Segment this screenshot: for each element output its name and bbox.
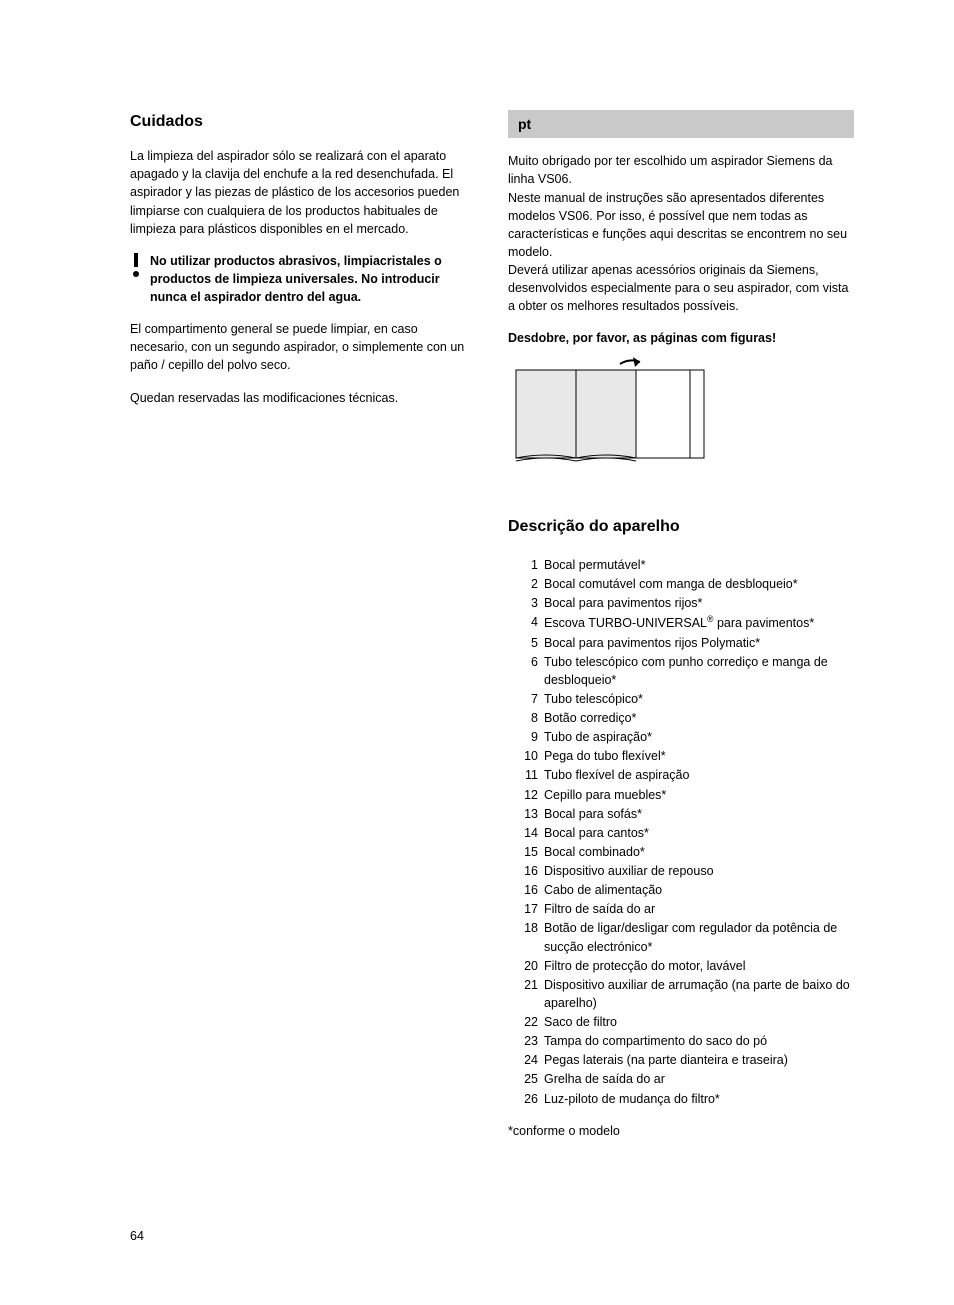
right-column: pt Muito obrigado por ter escolhido um a… <box>508 110 854 1140</box>
heading-descricao: Descrição do aparelho <box>508 515 854 538</box>
warning-icon <box>130 253 144 284</box>
list-item-number: 8 <box>522 709 544 727</box>
cuidados-p1: La limpieza del aspirador sólo se realiz… <box>130 147 476 238</box>
heading-cuidados: Cuidados <box>130 110 476 133</box>
warning-block: No utilizar productos abrasivos, limpiac… <box>130 252 476 306</box>
list-item: 22Saco de filtro <box>522 1013 854 1031</box>
page-number: 64 <box>130 1227 144 1245</box>
list-item-text: Tubo telescópico* <box>544 690 854 708</box>
unfold-instruction: Desdobre, por favor, as páginas com figu… <box>508 329 854 347</box>
list-item-number: 1 <box>522 556 544 574</box>
list-item: 18Botão de ligar/desligar com regulador … <box>522 919 854 955</box>
list-item-text: Bocal para cantos* <box>544 824 854 842</box>
list-item-number: 25 <box>522 1070 544 1088</box>
list-item: 1Bocal permutável* <box>522 556 854 574</box>
list-item: 17Filtro de saída do ar <box>522 900 854 918</box>
list-item-text: Cabo de alimentação <box>544 881 854 899</box>
list-item-number: 15 <box>522 843 544 861</box>
list-item-text: Escova TURBO-UNIVERSAL® para pavimentos* <box>544 613 854 632</box>
list-item-number: 6 <box>522 653 544 671</box>
list-item: 20Filtro de protecção do motor, lavável <box>522 957 854 975</box>
list-item-number: 23 <box>522 1032 544 1050</box>
list-item: 12Cepillo para muebles* <box>522 786 854 804</box>
language-bar: pt <box>508 110 854 138</box>
list-item-text: Tubo flexível de aspiração <box>544 766 854 784</box>
list-item-text: Luz-piloto de mudança do filtro* <box>544 1090 854 1108</box>
list-item-number: 11 <box>522 766 544 784</box>
left-column: Cuidados La limpieza del aspirador sólo … <box>130 110 476 1140</box>
list-item: 7Tubo telescópico* <box>522 690 854 708</box>
list-item-text: Filtro de protecção do motor, lavável <box>544 957 854 975</box>
list-item-number: 2 <box>522 575 544 593</box>
list-item-number: 16 <box>522 881 544 899</box>
list-item: 13Bocal para sofás* <box>522 805 854 823</box>
list-item-text: Cepillo para muebles* <box>544 786 854 804</box>
list-item-text: Dispositivo auxiliar de arrumação (na pa… <box>544 976 854 1012</box>
list-item-number: 13 <box>522 805 544 823</box>
list-item-number: 7 <box>522 690 544 708</box>
list-item-number: 12 <box>522 786 544 804</box>
footnote: *conforme o modelo <box>508 1122 854 1140</box>
warning-text: No utilizar productos abrasivos, limpiac… <box>150 252 476 306</box>
list-item-text: Bocal para pavimentos rijos* <box>544 594 854 612</box>
list-item: 23Tampa do compartimento do saco do pó <box>522 1032 854 1050</box>
list-item-number: 20 <box>522 957 544 975</box>
list-item: 15Bocal combinado* <box>522 843 854 861</box>
list-item-text: Dispositivo auxiliar de repouso <box>544 862 854 880</box>
list-item-text: Pegas laterais (na parte dianteira e tra… <box>544 1051 854 1069</box>
list-item: 2Bocal comutável com manga de desbloquei… <box>522 575 854 593</box>
list-item: 24Pegas laterais (na parte dianteira e t… <box>522 1051 854 1069</box>
list-item: 14Bocal para cantos* <box>522 824 854 842</box>
list-item: 10Pega do tubo flexível* <box>522 747 854 765</box>
list-item-text: Tubo telescópico com punho corrediço e m… <box>544 653 854 689</box>
list-item: 8Botão corrediço* <box>522 709 854 727</box>
list-item-text: Saco de filtro <box>544 1013 854 1031</box>
cuidados-p2: El compartimento general se puede limpia… <box>130 320 476 374</box>
list-item: 26Luz-piloto de mudança do filtro* <box>522 1090 854 1108</box>
list-item-number: 17 <box>522 900 544 918</box>
book-figure <box>508 356 854 471</box>
list-item-number: 9 <box>522 728 544 746</box>
list-item: 9Tubo de aspiração* <box>522 728 854 746</box>
list-item-text: Botão corrediço* <box>544 709 854 727</box>
list-item-text: Bocal permutável* <box>544 556 854 574</box>
intro-p3: Deverá utilizar apenas acessórios origin… <box>508 263 848 313</box>
intro-p1: Muito obrigado por ter escolhido um aspi… <box>508 154 832 186</box>
cuidados-p3: Quedan reservadas las modificaciones téc… <box>130 389 476 407</box>
list-item: 21Dispositivo auxiliar de arrumação (na … <box>522 976 854 1012</box>
list-item: 16Dispositivo auxiliar de repouso <box>522 862 854 880</box>
list-item-text: Pega do tubo flexível* <box>544 747 854 765</box>
parts-list: 1Bocal permutável*2Bocal comutável com m… <box>508 556 854 1108</box>
two-column-layout: Cuidados La limpieza del aspirador sólo … <box>130 110 854 1140</box>
list-item: 25Grelha de saída do ar <box>522 1070 854 1088</box>
list-item-number: 18 <box>522 919 544 937</box>
list-item-number: 5 <box>522 634 544 652</box>
list-item-text: Bocal para sofás* <box>544 805 854 823</box>
list-item-text: Grelha de saída do ar <box>544 1070 854 1088</box>
list-item-number: 22 <box>522 1013 544 1031</box>
intro-p2: Neste manual de instruções são apresenta… <box>508 191 847 259</box>
list-item-number: 21 <box>522 976 544 994</box>
list-item-number: 10 <box>522 747 544 765</box>
list-item-text: Bocal comutável com manga de desbloqueio… <box>544 575 854 593</box>
list-item: 11Tubo flexível de aspiração <box>522 766 854 784</box>
list-item-number: 16 <box>522 862 544 880</box>
list-item: 3Bocal para pavimentos rijos* <box>522 594 854 612</box>
list-item-text: Tampa do compartimento do saco do pó <box>544 1032 854 1050</box>
list-item-text: Bocal combinado* <box>544 843 854 861</box>
list-item-number: 24 <box>522 1051 544 1069</box>
list-item-number: 3 <box>522 594 544 612</box>
list-item-number: 14 <box>522 824 544 842</box>
list-item: 5Bocal para pavimentos rijos Polymatic* <box>522 634 854 652</box>
intro-block: Muito obrigado por ter escolhido um aspi… <box>508 152 854 315</box>
list-item-text: Bocal para pavimentos rijos Polymatic* <box>544 634 854 652</box>
list-item-text: Filtro de saída do ar <box>544 900 854 918</box>
list-item-number: 4 <box>522 613 544 631</box>
list-item: 6Tubo telescópico com punho corrediço e … <box>522 653 854 689</box>
list-item-text: Botão de ligar/desligar com regulador da… <box>544 919 854 955</box>
list-item: 16Cabo de alimentação <box>522 881 854 899</box>
list-item: 4Escova TURBO-UNIVERSAL® para pavimentos… <box>522 613 854 632</box>
list-item-text: Tubo de aspiração* <box>544 728 854 746</box>
list-item-number: 26 <box>522 1090 544 1108</box>
